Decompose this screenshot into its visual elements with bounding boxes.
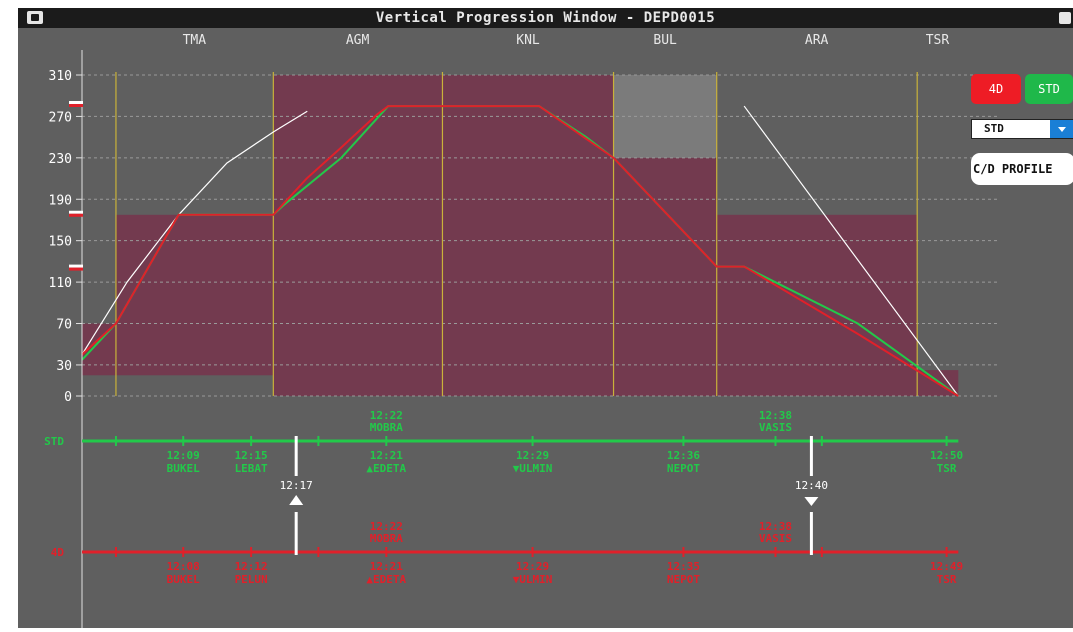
window-maximize-icon[interactable] [1059, 12, 1071, 24]
fourd-timeline-waypoint-time: 12:35 [667, 560, 700, 573]
std-timeline-waypoint-time: 12:15 [235, 449, 268, 462]
fourd-timeline-waypoint-time: 12:22 [370, 520, 403, 533]
fourd-timeline-waypoint-time: 12:12 [235, 560, 268, 573]
vertical-profile-chart: 310 270 230 190 150 110 70 30 0 TMA AGM KNL BUL ARA T… [44, 33, 999, 628]
fourd-timeline-waypoint-name: TSR [937, 573, 957, 586]
time-marker-label: 12:40 [795, 479, 828, 492]
fourd-timeline-waypoint-time: 12:29 [516, 560, 549, 573]
sector-block-1 [115, 214, 274, 376]
std-timeline-waypoint-name: ▲EDETA [366, 462, 406, 475]
std-profile-button[interactable]: STD [1025, 74, 1073, 104]
std-timeline-waypoint-time: 12:22 [370, 409, 403, 422]
fourd-timeline-waypoint-name: PELUN [235, 573, 268, 586]
reference-climb-line [81, 110, 308, 355]
fourd-timeline-waypoint-name: VASIS [759, 532, 792, 545]
std-timeline-waypoint-time: 12:36 [667, 449, 700, 462]
sector-block-4 [716, 214, 918, 396]
std-timeline-waypoint-time: 12:38 [759, 409, 792, 422]
std-timeline-waypoint-name: LEBAT [235, 462, 268, 475]
fourd-timeline-waypoint-name: MOBRA [370, 532, 403, 545]
std-timeline-waypoint-name: VASIS [759, 421, 792, 434]
4d-profile-button[interactable]: 4D [971, 74, 1021, 104]
std-timeline-waypoint-time: 12:09 [167, 449, 200, 462]
y-tick-label: 150 [49, 235, 72, 250]
y-tick-label: 110 [49, 276, 72, 291]
y-tick-label: 230 [49, 152, 72, 167]
fourd-timeline-label: 4D [51, 546, 65, 559]
window-menu-icon[interactable] [27, 11, 43, 24]
sector-label-ara: ARA [805, 33, 829, 48]
std-timeline-waypoint-name: BUKEL [167, 462, 200, 475]
fourd-timeline-waypoint-time: 12:08 [167, 560, 200, 573]
time-marker-label: 12:17 [280, 479, 313, 492]
triangle-up-icon [289, 495, 304, 505]
fourd-timeline-waypoint-time: 12:49 [930, 560, 963, 573]
sector-label-agm: AGM [346, 33, 370, 48]
y-tick-label: 270 [49, 110, 72, 125]
axis-level-marker [69, 103, 83, 107]
profile-select-value: STD [984, 122, 1004, 135]
sector-label-tma: TMA [183, 33, 207, 48]
axis-level-marker [69, 267, 83, 271]
std-timeline-waypoint-time: 12:50 [930, 449, 963, 462]
fourd-timeline-waypoint-name: ▲EDETA [366, 573, 406, 586]
chevron-down-icon[interactable] [1050, 120, 1073, 138]
axis-level-marker [69, 210, 83, 214]
fourd-timeline-waypoint-time: 12:38 [759, 520, 792, 533]
y-tick-label: 0 [64, 390, 72, 405]
std-timeline-label: STD [44, 435, 64, 448]
triangle-down-icon [804, 497, 819, 506]
sector-label-bul: BUL [653, 33, 677, 48]
y-tick-label: 310 [49, 69, 72, 84]
fourd-timeline-waypoint-name: BUKEL [167, 573, 200, 586]
fourd-timeline-waypoint-name: NEPOT [667, 573, 700, 586]
axis-level-marker [69, 213, 83, 217]
std-timeline-waypoint-time: 12:29 [516, 449, 549, 462]
title-bar: Vertical Progression Window - DEPD0015 [18, 8, 1073, 28]
reference-descent-line [743, 105, 959, 397]
std-timeline-waypoint-time: 12:21 [370, 449, 403, 462]
std-timeline-waypoint-name: MOBRA [370, 421, 403, 434]
vertical-progression-window: Vertical Progression Window - DEPD0015 3… [18, 8, 1073, 628]
fourd-timeline-waypoint-name: ▼ULMIN [513, 573, 553, 586]
y-tick-label: 190 [49, 193, 72, 208]
fourd-profile-line [81, 105, 959, 397]
profile-select[interactable]: STD [971, 119, 1073, 139]
cd-profile-button[interactable]: C/D PROFILE [971, 153, 1073, 185]
std-timeline-waypoint-name: ▼ULMIN [513, 462, 553, 475]
std-timeline-waypoint-name: NEPOT [667, 462, 700, 475]
fourd-timeline-waypoint-time: 12:21 [370, 560, 403, 573]
y-tick-label: 70 [56, 318, 72, 333]
sector-block-2 [273, 75, 614, 396]
axis-level-marker [69, 100, 83, 104]
sector-label-knl: KNL [516, 33, 540, 48]
axis-level-marker [69, 264, 83, 268]
window-title: Vertical Progression Window - DEPD0015 [375, 10, 716, 26]
sector-label-tsr: TSR [926, 33, 950, 48]
std-timeline-waypoint-name: TSR [937, 462, 957, 475]
y-tick-label: 30 [56, 359, 72, 374]
